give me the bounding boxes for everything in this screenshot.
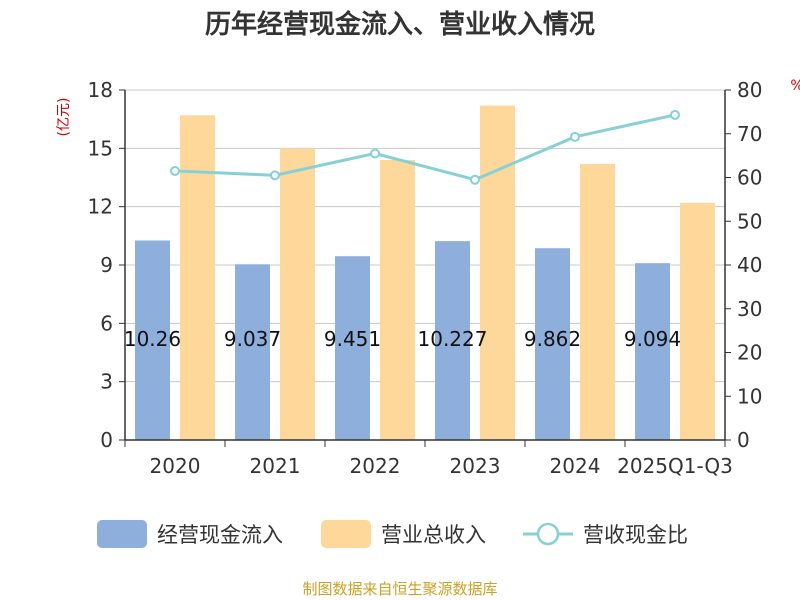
data-label: 9.094 [624,327,681,351]
x-tick-label: 2024 [550,454,601,478]
legend-swatch-revenue [321,520,371,548]
data-label: 9.451 [324,327,381,351]
bars [135,105,715,441]
bar-cash-inflow [435,241,470,440]
bar-cash-inflow [635,263,670,440]
right-tick-label: 30 [737,297,762,321]
data-labels: 10.26 9.037 9.451 10.227 9.862 9.094 [124,327,681,351]
x-tick-label: 2021 [250,454,301,478]
bar-cash-inflow [335,256,370,440]
bar-revenue [580,163,615,440]
ratio-line [170,109,680,185]
left-tick-label: 18 [88,78,113,102]
bar-cash-inflow [235,264,270,440]
left-tick-label: 3 [100,370,113,394]
right-tick-label: 60 [737,166,762,190]
left-tick-label: 12 [88,195,113,219]
data-label: 10.26 [124,327,181,351]
right-tick-label: 20 [737,341,762,365]
right-tick-label: 10 [737,384,762,408]
legend-label-ratio: 营收现金比 [583,523,688,547]
ratio-point [170,165,180,176]
right-tick-label: 80 [737,78,762,102]
legend-swatch-cash-inflow [97,520,147,548]
x-tick-label: 2023 [450,454,501,478]
bar-revenue [380,160,415,440]
ratio-point [470,174,480,185]
left-tick-label: 6 [100,311,113,335]
x-tick-label: 2025Q1-Q3 [617,454,733,478]
ratio-point [670,109,680,120]
axes [119,89,731,447]
left-tick-label: 15 [88,136,113,160]
left-tick-label: 9 [100,253,113,277]
right-tick-label: 40 [737,253,762,277]
bar-cash-inflow [535,248,570,440]
right-axis-unit: % [790,78,800,94]
chart-title: 历年经营现金流入、营业收入情况 [205,9,595,40]
tick-labels: 0 3 6 9 12 15 18 0 10 20 30 40 50 60 70 80 2020 2021 2022 2… [88,78,763,478]
legend-swatch-ratio-point [536,522,560,546]
data-label: 9.862 [524,327,581,351]
bar-revenue [180,115,215,441]
gridlines [125,89,725,383]
source-note: 制图数据来自恒生聚源数据库 [302,580,497,598]
bar-revenue [680,202,715,440]
ratio-point [370,148,380,159]
ratio-point [570,131,580,142]
x-tick-label: 2020 [150,454,201,478]
data-label: 10.227 [418,327,488,351]
ratio-line-path [174,113,676,182]
legend: 经营现金流入 营业总收入 营收现金比 [97,520,688,548]
left-axis-unit: (亿元) [56,98,72,137]
left-tick-label: 0 [100,428,113,452]
legend-label-cash-inflow: 经营现金流入 [157,523,283,547]
x-tick-label: 2022 [350,454,401,478]
legend-label-revenue: 营业总收入 [381,523,486,547]
right-tick-label: 70 [737,122,762,146]
right-tick-label: 0 [737,428,750,452]
bar-revenue [280,148,315,441]
bar-revenue [480,105,515,441]
data-label: 9.037 [224,327,281,351]
right-tick-label: 50 [737,209,762,233]
bar-cash-inflow [135,240,170,440]
ratio-point [270,170,280,181]
